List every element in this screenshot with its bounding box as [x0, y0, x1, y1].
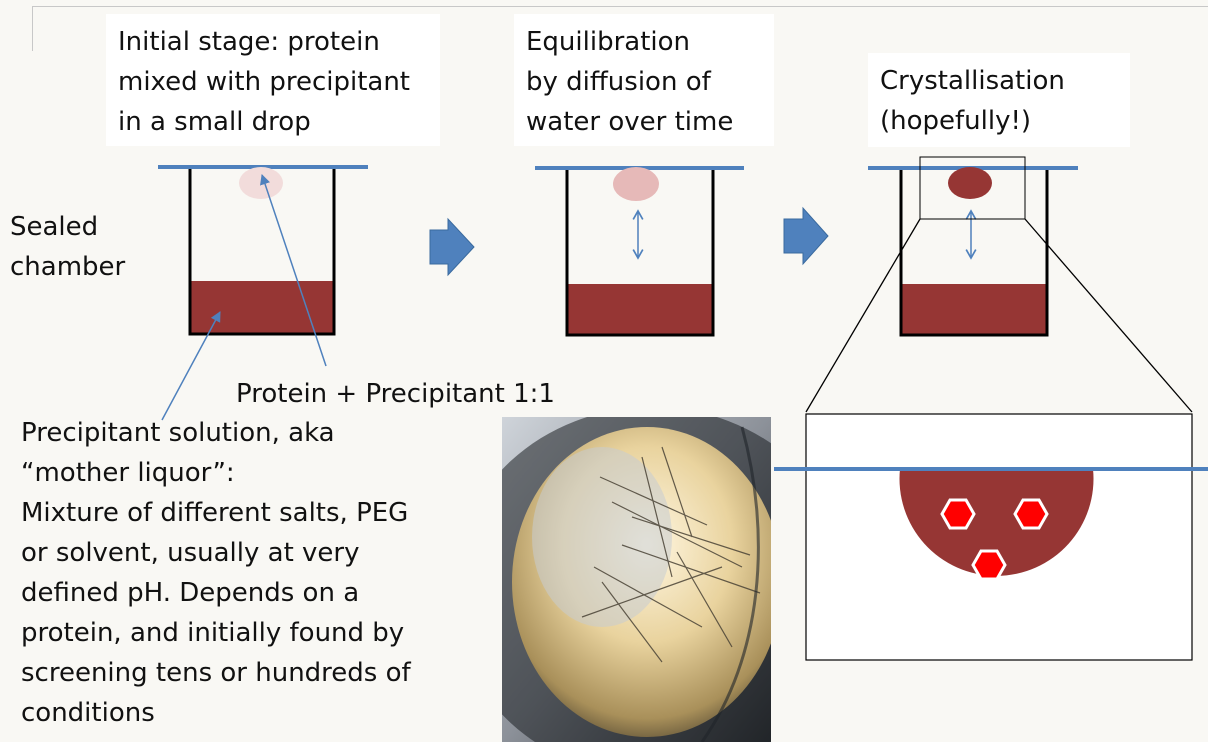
- pointer-to-reservoir: [161, 311, 221, 421]
- drop-final: [948, 167, 992, 199]
- reservoir-solution: [190, 281, 334, 334]
- drop-label: Protein + Precipitant 1:1: [236, 379, 555, 409]
- stage-3-label: Crystallisation (hopefully!): [868, 53, 1130, 147]
- hexagon-crystal-icon: [971, 549, 1007, 581]
- hexagon-crystal-icon: [940, 498, 976, 530]
- zoom-region: [919, 156, 1026, 220]
- right-arrow-icon: [783, 206, 829, 266]
- stage-2-label: Equilibration by diffusion of water over…: [514, 14, 774, 146]
- pointer-to-drop: [260, 174, 327, 367]
- zoom-line-right: [1024, 218, 1193, 413]
- precipitant-description: Precipitant solution, aka “mother liquor…: [21, 418, 411, 728]
- crystal-microscope-photo: [502, 417, 771, 742]
- zoomed-drop-inset: [774, 413, 1208, 661]
- chamber-stage-2: [535, 166, 744, 337]
- chamber-stage-3: [868, 156, 1078, 337]
- chamber-stage-1: [158, 165, 368, 336]
- slide-edge: [32, 6, 1208, 51]
- right-arrow-icon: [429, 217, 475, 277]
- reservoir-solution: [567, 284, 713, 335]
- drop-large: [899, 469, 1094, 576]
- reservoir-solution: [901, 284, 1047, 335]
- sealed-chamber-label: Sealed chamber: [10, 212, 126, 282]
- stage-1-label: Initial stage: protein mixed with precip…: [106, 14, 440, 146]
- hexagon-crystal-icon: [1013, 498, 1049, 530]
- zoom-line-left: [805, 218, 921, 413]
- drop-mid: [613, 167, 659, 201]
- drop-initial: [239, 167, 283, 199]
